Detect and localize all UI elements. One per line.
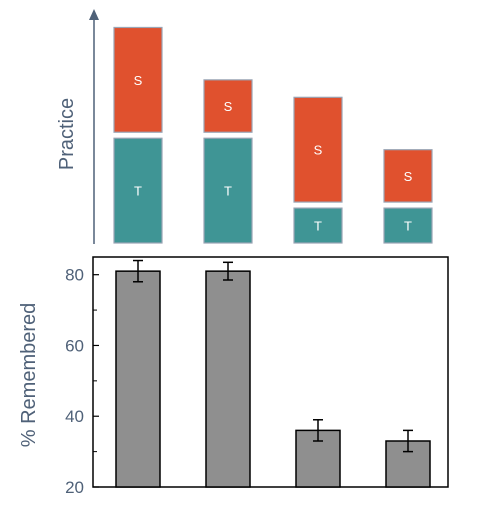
y-tick-label: 20 <box>65 478 84 497</box>
error-bar-1 <box>133 259 143 283</box>
practice-block-label: T <box>404 219 412 234</box>
plot-frame <box>92 256 449 488</box>
practice-block-s-4 <box>383 149 433 203</box>
error-bar-2 <box>223 261 233 281</box>
remembered-bars <box>115 259 431 488</box>
remembered-axis-label: % Remembered <box>18 303 40 448</box>
error-bar-3 <box>313 419 323 442</box>
practice-axis-arrowhead <box>89 9 99 20</box>
practice-block-label: S <box>404 169 413 184</box>
practice-block-label: T <box>134 184 142 199</box>
practice-block-t-3 <box>293 207 343 244</box>
practice-axis-label: Practice <box>56 98 78 170</box>
practice-block-label: S <box>314 143 323 158</box>
practice-block-label: T <box>224 184 232 199</box>
remembered-bar-1 <box>115 270 161 488</box>
remembered-bar-2 <box>205 270 251 488</box>
y-tick-label: 80 <box>65 266 84 285</box>
remembered-panel: % Remembered 20 40 60 80 <box>18 256 449 497</box>
practice-block-label: S <box>224 99 233 114</box>
practice-block-label: S <box>134 73 143 88</box>
practice-block-s-3 <box>293 96 343 203</box>
y-tick-label: 60 <box>65 336 84 355</box>
practice-block-s-1 <box>113 26 163 133</box>
error-bar-4 <box>403 429 413 453</box>
y-tick-label: 40 <box>65 407 84 426</box>
practice-block-t-1 <box>113 137 163 244</box>
practice-block-s-2 <box>203 79 253 133</box>
practice-block-t-4 <box>383 207 433 244</box>
y-ticks: 20 40 60 80 <box>65 266 99 497</box>
practice-stacks: T S T S T S T S <box>113 26 433 244</box>
practice-block-label: T <box>314 219 322 234</box>
practice-panel: Practice T S T S T S T S <box>56 9 433 244</box>
practice-block-t-2 <box>203 137 253 244</box>
